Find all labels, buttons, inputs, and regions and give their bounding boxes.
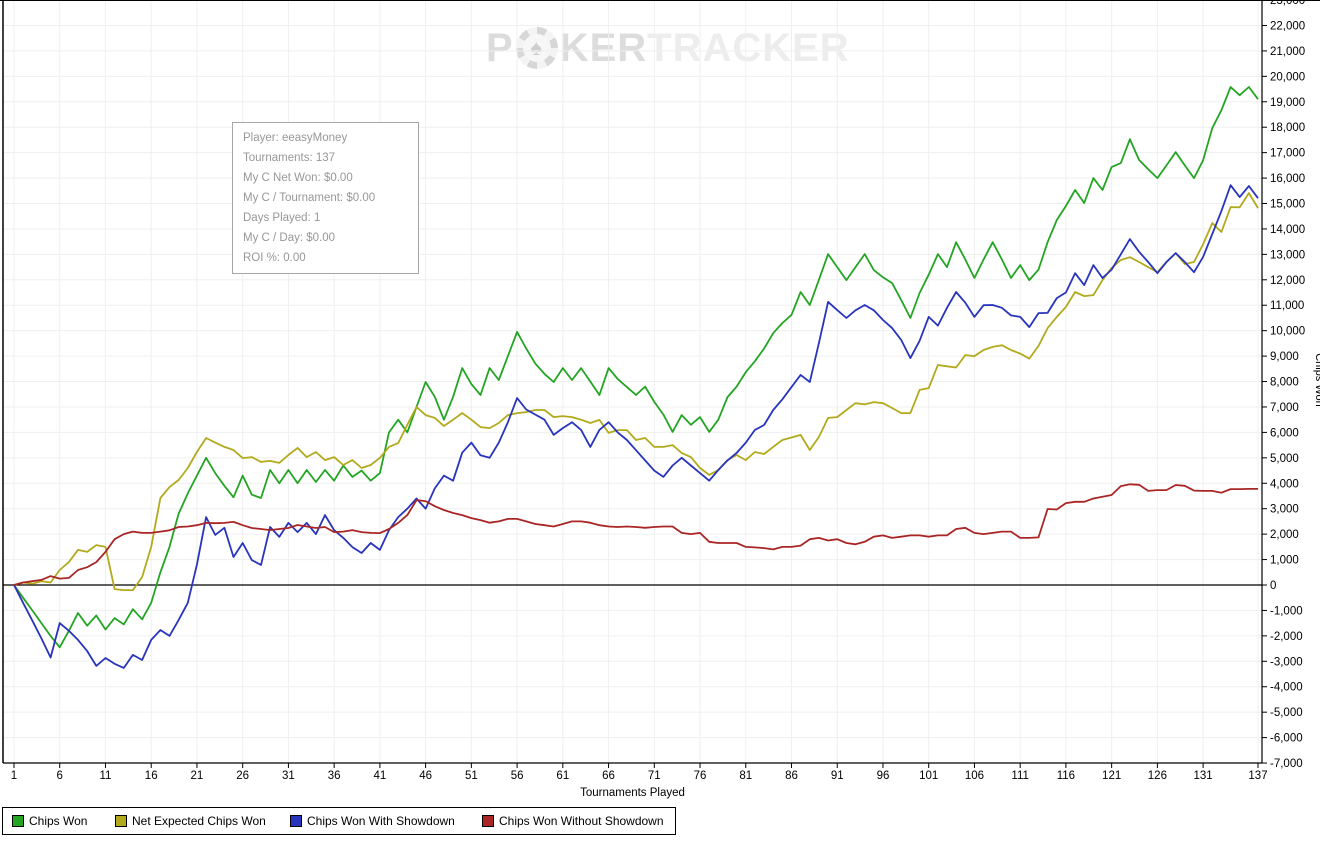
legend-label-net-expected: Net Expected Chips Won: [132, 814, 266, 828]
legend-item-without-showdown: Chips Won Without Showdown: [482, 808, 664, 834]
y-tick-label: 3,000: [1270, 504, 1299, 516]
pokertracker-watermark: P ♠ KER TRACKER: [486, 22, 850, 74]
x-tick-label: 91: [831, 770, 844, 782]
x-tick-label: 1: [11, 770, 17, 782]
y-tick-label: 4,000: [1270, 478, 1299, 490]
summary-net-won: My C Net Won: $0.00: [243, 172, 353, 184]
x-tick-label: 66: [602, 770, 615, 782]
y-tick-label: -6,000: [1270, 733, 1303, 745]
x-tick-label: 101: [919, 770, 938, 782]
x-tick-label: 6: [57, 770, 63, 782]
summary-player: Player: eeasyMoney: [243, 132, 348, 144]
x-tick-label: 26: [236, 770, 249, 782]
player-summary-box: Player: eeasyMoney Tournaments: 137 My C…: [232, 122, 419, 274]
legend-swatch-net-expected: [115, 815, 127, 827]
x-tick-label: 131: [1194, 770, 1213, 782]
y-tick-label: 21,000: [1270, 46, 1305, 58]
y-tick-label: 9,000: [1270, 351, 1299, 363]
x-tick-label: 96: [877, 770, 890, 782]
x-tick-label: 137: [1248, 770, 1267, 782]
poker-chip-icon: ♠: [515, 27, 558, 69]
legend-item-net-expected: Net Expected Chips Won: [115, 808, 266, 834]
y-tick-label: -1,000: [1270, 605, 1303, 617]
y-tick-label: 11,000: [1270, 300, 1304, 312]
y-tick-label: 16,000: [1270, 173, 1305, 185]
x-tick-label: 21: [191, 770, 204, 782]
y-tick-label: 15,000: [1270, 199, 1305, 211]
x-tick-label: 31: [282, 770, 295, 782]
summary-per-day: My C / Day: $0.00: [243, 232, 336, 244]
y-tick-label: 10,000: [1270, 326, 1305, 338]
legend-label-with-showdown: Chips Won With Showdown: [307, 814, 455, 828]
y-tick-label: 6,000: [1270, 427, 1299, 439]
y-tick-label: 12,000: [1270, 275, 1305, 287]
y-tick-label: 23,000: [1270, 0, 1305, 7]
legend-label-chips-won: Chips Won: [29, 814, 88, 828]
y-tick-label: 1,000: [1270, 555, 1299, 567]
y-axis-title: Chips Won: [1313, 353, 1320, 407]
y-tick-label: 0: [1270, 580, 1276, 592]
legend-label-without-showdown: Chips Won Without Showdown: [499, 814, 664, 828]
summary-tournaments: Tournaments: 137: [243, 152, 336, 164]
chips-won-with-showdown-line: [13, 184, 1259, 669]
net-expected-chips-won-line: [13, 192, 1259, 591]
legend-swatch-chips-won: [12, 815, 24, 827]
y-tick-label: 2,000: [1270, 529, 1299, 541]
y-tick-label: 8,000: [1270, 377, 1299, 389]
legend-item-with-showdown: Chips Won With Showdown: [290, 808, 455, 834]
y-tick-label: -7,000: [1270, 758, 1303, 770]
x-tick-label: 111: [1011, 770, 1028, 782]
y-tick-label: 22,000: [1270, 20, 1305, 32]
y-tick-label: -3,000: [1270, 656, 1303, 668]
x-tick-label: 36: [328, 770, 341, 782]
y-tick-label: 7,000: [1270, 402, 1299, 414]
x-tick-label: 61: [556, 770, 569, 782]
summary-per-tournament: My C / Tournament: $0.00: [243, 192, 376, 204]
x-tick-label: 76: [694, 770, 707, 782]
chips-won-without-showdown-line: [13, 483, 1258, 586]
y-tick-label: 5,000: [1270, 453, 1299, 465]
y-tick-label: 18,000: [1270, 122, 1305, 134]
x-tick-label: 126: [1148, 770, 1167, 782]
x-tick-label: 86: [785, 770, 798, 782]
x-tick-label: 11: [99, 770, 111, 782]
x-tick-label: 121: [1102, 770, 1121, 782]
y-tick-label: -2,000: [1270, 631, 1303, 643]
legend-swatch-without-showdown: [482, 815, 494, 827]
summary-roi: ROI %: 0.00: [243, 252, 306, 264]
x-tick-label: 46: [419, 770, 432, 782]
x-tick-label: 71: [648, 770, 661, 782]
legend-swatch-with-showdown: [290, 815, 302, 827]
x-tick-label: 56: [511, 770, 524, 782]
y-tick-label: 14,000: [1270, 224, 1305, 236]
y-tick-label: 20,000: [1270, 71, 1305, 83]
watermark-poker-p: P: [486, 25, 514, 70]
x-tick-label: 16: [145, 770, 158, 782]
y-tick-label: -5,000: [1270, 707, 1303, 719]
legend-item-chips-won: Chips Won: [12, 808, 87, 834]
y-tick-label: 13,000: [1270, 249, 1305, 261]
x-tick-label: 81: [739, 770, 752, 782]
y-tick-label: 17,000: [1270, 148, 1305, 160]
spade-icon: ♠: [530, 35, 544, 60]
x-tick-label: 41: [373, 770, 386, 782]
summary-days-played: Days Played: 1: [243, 212, 321, 224]
chips-won-line: [13, 86, 1259, 649]
y-tick-label: -4,000: [1270, 682, 1303, 694]
x-tick-label: 51: [465, 770, 478, 782]
x-tick-label: 116: [1057, 770, 1075, 782]
watermark-tracker: TRACKER: [647, 25, 850, 70]
watermark-poker-ker: KER: [559, 25, 648, 70]
x-tick-label: 106: [965, 770, 984, 782]
y-tick-label: 19,000: [1270, 97, 1305, 109]
x-axis-title: Tournaments Played: [580, 787, 685, 799]
chart-legend: Chips Won Net Expected Chips Won Chips W…: [2, 807, 676, 835]
